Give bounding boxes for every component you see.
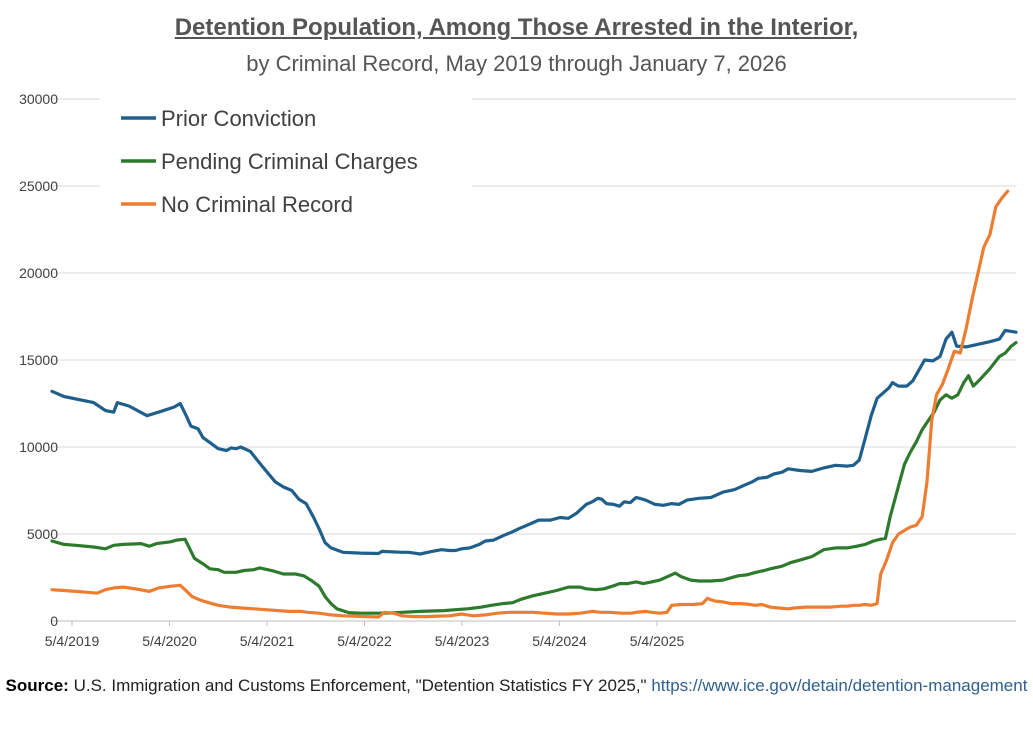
chart-subtitle: by Criminal Record, May 2019 through Jan… xyxy=(246,51,787,76)
y-tick-label: 30000 xyxy=(19,91,58,107)
legend-box xyxy=(100,98,472,228)
series-line-prior-conviction xyxy=(50,328,1018,556)
y-tick-label: 10000 xyxy=(19,439,58,455)
y-axis: 0 5000 10000 15000 20000 25000 30000 xyxy=(19,91,58,629)
y-tick-label: 5000 xyxy=(27,526,58,542)
source-text: U.S. Immigration and Customs Enforcement… xyxy=(73,676,647,695)
y-tick-label: 15000 xyxy=(19,352,58,368)
series-line-pending-criminal-charges xyxy=(50,341,1018,615)
x-tick-label: 5/4/2023 xyxy=(435,633,490,649)
series-lines xyxy=(50,189,1018,619)
x-axis: 5/4/2019 5/4/2020 5/4/2021 5/4/2022 5/4/2023… xyxy=(45,621,685,649)
source-link[interactable]: https://www.ice.gov/detain/detention-man… xyxy=(651,676,1028,695)
legend-label: Prior Conviction xyxy=(161,106,316,131)
legend: Prior Conviction Pending Criminal Charges… xyxy=(100,98,472,228)
x-tick-label: 5/4/2019 xyxy=(45,633,100,649)
x-tick-label: 5/4/2022 xyxy=(337,633,392,649)
chart-title: Detention Population, Among Those Arrest… xyxy=(174,14,859,41)
legend-label: No Criminal Record xyxy=(161,192,353,217)
source-label: Source: xyxy=(5,676,69,695)
x-tick-label: 5/4/2021 xyxy=(240,633,295,649)
legend-label: Pending Criminal Charges xyxy=(161,149,418,174)
y-tick-label: 0 xyxy=(50,613,58,629)
x-tick-label: 5/4/2025 xyxy=(630,633,685,649)
x-tick-label: 5/4/2020 xyxy=(142,633,197,649)
x-tick-label: 5/4/2024 xyxy=(532,633,587,649)
y-tick-label: 25000 xyxy=(19,178,58,194)
series-line-no-criminal-record xyxy=(50,189,1010,619)
y-tick-label: 20000 xyxy=(19,265,58,281)
source-note: Source: U.S. Immigration and Customs Enf… xyxy=(0,674,1033,698)
